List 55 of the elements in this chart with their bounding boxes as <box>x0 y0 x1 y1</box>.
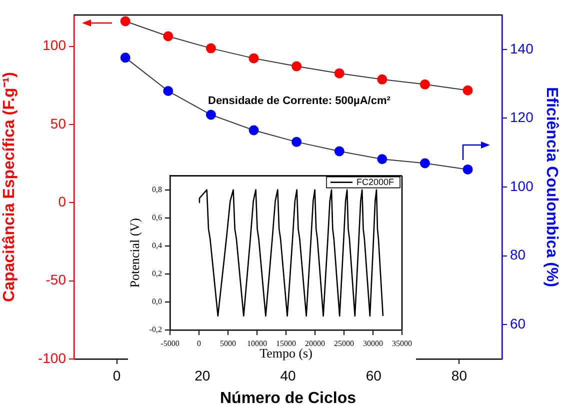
y2-tick-label: 80 <box>510 246 526 263</box>
y-tick-label: 0 <box>58 193 66 210</box>
point <box>377 74 388 84</box>
x-tick-label: 35000 <box>392 338 412 348</box>
point <box>462 164 473 174</box>
point <box>334 68 344 78</box>
point <box>163 31 174 42</box>
point <box>292 136 302 147</box>
x-tick-label: 0 <box>112 367 121 384</box>
point <box>420 79 430 90</box>
x-tick-label: 60 <box>366 367 382 384</box>
y-axis-title: Potencial (V) <box>127 218 142 288</box>
y-tick-label: 0,8 <box>152 184 162 194</box>
point <box>420 158 430 168</box>
y-tick-label: -50 <box>46 272 66 288</box>
x-tick-label: 15000 <box>276 338 296 348</box>
point <box>248 125 259 136</box>
x-tick-label: 10000 <box>247 338 267 348</box>
point <box>163 86 174 96</box>
y-tick-label: 100 <box>42 37 66 54</box>
y-tick-label: 50 <box>50 115 66 132</box>
x-tick-label: 20000 <box>305 338 325 348</box>
point <box>292 61 302 72</box>
x-tick-label: 20 <box>194 367 210 384</box>
y2-tick-label: 120 <box>510 109 534 126</box>
y-tick-label: 0,0 <box>152 297 162 306</box>
x-tick-label: -5000 <box>160 338 180 348</box>
point <box>377 154 388 164</box>
x-tick-label: 5000 <box>220 338 236 348</box>
point <box>462 85 473 96</box>
point <box>334 146 344 156</box>
y2-tick-label: 140 <box>510 40 534 56</box>
annotation: Densidade de Corrente: 500µA/cm² <box>208 95 391 108</box>
y-tick-label: 0,2 <box>152 269 162 278</box>
y2-tick-label: 60 <box>510 315 526 332</box>
legend-label: FC2000F <box>356 176 394 187</box>
x-axis-title: Tempo (s) <box>260 346 312 361</box>
point <box>248 53 259 64</box>
y-tick-label: -0,2 <box>149 325 162 334</box>
point <box>206 110 216 120</box>
y-axis-title: Capacitância Específica (F.g⁻¹) <box>1 72 18 302</box>
y2-axis-title: Eficiência Coulombica (%) <box>542 86 560 288</box>
y-tick-label: 0,6 <box>152 212 162 222</box>
x-tick-label: 40 <box>280 367 296 384</box>
x-tick-label: 25000 <box>334 338 354 348</box>
point <box>120 52 130 63</box>
point <box>206 43 216 54</box>
x-tick-label: 30000 <box>363 338 383 348</box>
x-tick-label: 80 <box>451 367 468 384</box>
y2-tick-label: 100 <box>510 178 534 194</box>
y-tick-label: -100 <box>38 350 66 366</box>
x-axis-title: Número de Ciclos <box>220 390 356 407</box>
y-tick-label: 0,4 <box>152 240 162 250</box>
x-tick-label: 0 <box>197 338 201 348</box>
point <box>120 16 130 26</box>
